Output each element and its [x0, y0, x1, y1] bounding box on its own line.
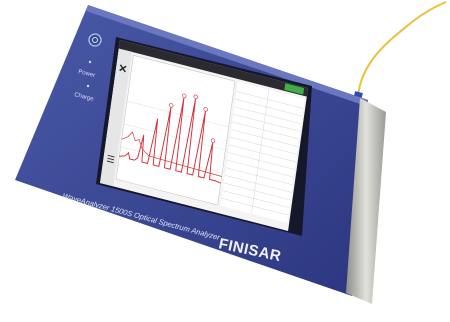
table-lines: [221, 89, 304, 216]
screen-topbar: [118, 40, 309, 97]
device-top-edge: [86, 5, 368, 106]
peak-marker: [193, 94, 198, 100]
fiber-cable: [357, 1, 447, 97]
spectrum-trace: [119, 97, 221, 184]
spectrum-plot: [115, 54, 236, 206]
screen-sidebar: [100, 48, 132, 187]
status-indicator: [284, 83, 305, 95]
peak-marker: [169, 103, 174, 108]
menu-icon[interactable]: [106, 154, 115, 164]
peak-markers: [169, 93, 216, 143]
peak-marker: [210, 138, 216, 143]
power-button[interactable]: [88, 33, 102, 47]
power-led: [88, 60, 92, 64]
plot-grid: [120, 100, 229, 173]
close-icon[interactable]: [119, 64, 127, 73]
charge-led: [86, 84, 90, 88]
peak-marker: [182, 93, 187, 99]
charge-label: Charge: [74, 92, 95, 103]
screen: [100, 40, 309, 231]
power-label: Power: [78, 69, 96, 79]
spectrum-trace-2: [121, 131, 222, 177]
peak-marker: [203, 107, 208, 112]
device-end-cap: [346, 98, 386, 304]
power-icon: [92, 37, 98, 43]
